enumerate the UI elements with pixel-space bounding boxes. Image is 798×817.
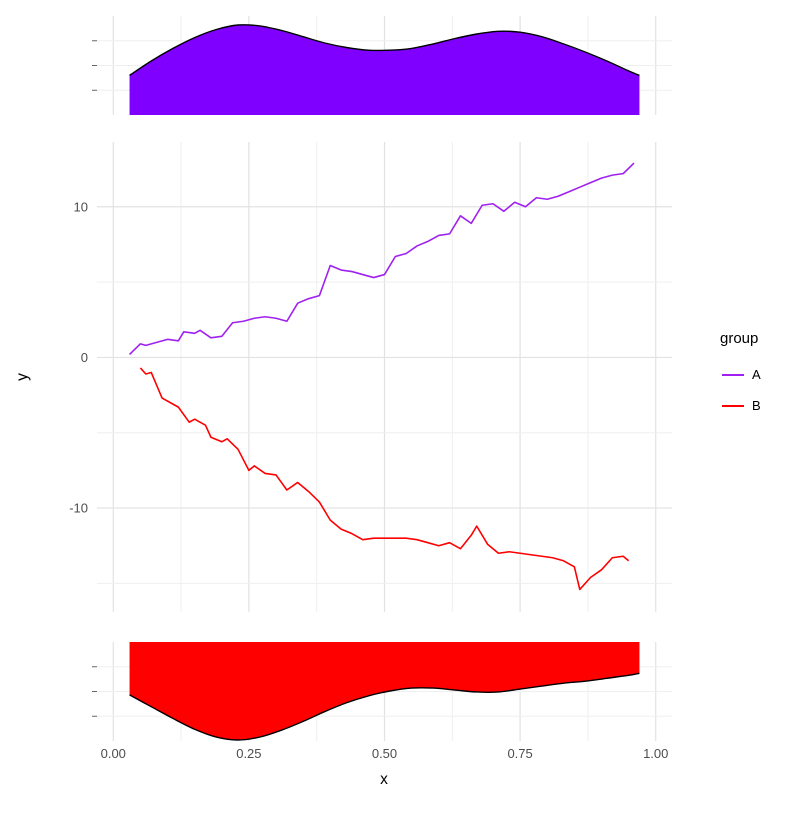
legend-title: group — [720, 330, 758, 347]
svg-text:0.25: 0.25 — [236, 746, 261, 761]
bottom-density-panel — [92, 642, 672, 741]
svg-text:0.50: 0.50 — [372, 746, 397, 761]
axis-tick-labels: 0.00 0.25 0.50 0.75 1.00 10 0 -10 — [69, 199, 668, 761]
svg-text:0.75: 0.75 — [507, 746, 532, 761]
svg-text:0: 0 — [81, 350, 88, 365]
y-axis-title: y — [14, 373, 31, 381]
svg-text:1.00: 1.00 — [643, 746, 668, 761]
top-density-panel — [92, 16, 672, 115]
legend: group A B — [720, 330, 761, 413]
x-axis-title: x — [380, 771, 388, 788]
legend-label-a: A — [752, 367, 761, 382]
svg-text:10: 10 — [74, 199, 88, 214]
main-line-panel — [97, 142, 672, 612]
svg-text:0.00: 0.00 — [101, 746, 126, 761]
svg-text:-10: -10 — [69, 501, 88, 516]
legend-label-b: B — [752, 398, 761, 413]
